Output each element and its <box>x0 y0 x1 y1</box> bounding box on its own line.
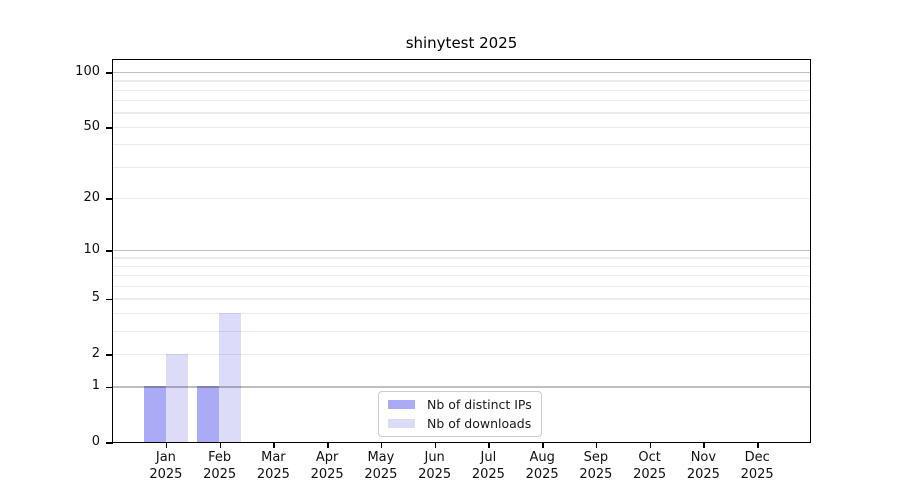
x-axis-tick-label: Aug 2025 <box>512 450 572 483</box>
year-label: 2025 <box>740 466 774 482</box>
month-label: Dec <box>744 450 770 465</box>
x-axis-tick-label: Dec 2025 <box>727 450 787 483</box>
minor-gridline <box>113 257 810 259</box>
y-axis-tick-label: 5 <box>91 290 100 306</box>
major-gridline <box>113 72 810 74</box>
bar-jan-downloads <box>165 353 188 442</box>
minor-gridline <box>113 100 810 102</box>
x-axis-tick-label: Apr 2025 <box>297 450 357 483</box>
x-axis-tick-label: Mar 2025 <box>243 450 303 483</box>
y-axis-tick <box>106 250 113 252</box>
x-axis-tick <box>434 442 437 449</box>
y-axis-tick <box>106 442 113 444</box>
x-axis-tick-label: Feb 2025 <box>190 450 250 483</box>
y-axis-tick <box>106 298 113 301</box>
year-label: 2025 <box>418 466 452 482</box>
y-axis-tick-label: 10 <box>83 241 100 257</box>
month-label: Oct <box>638 450 661 465</box>
x-axis-tick <box>488 442 490 449</box>
x-axis-tick-label: Sep 2025 <box>566 450 626 483</box>
y-axis-tick <box>106 354 113 356</box>
x-axis-tick-label: Jun 2025 <box>405 450 465 483</box>
y-axis-tick <box>106 386 113 389</box>
minor-gridline <box>113 298 810 300</box>
legend-label-distinct-ips: Nb of distinct IPs <box>427 397 532 412</box>
major-gridline <box>113 249 810 251</box>
x-axis-tick <box>380 442 383 449</box>
chart-title: shinytest 2025 <box>405 34 518 52</box>
minor-gridline <box>113 265 810 268</box>
month-label: Nov <box>690 450 717 465</box>
minor-gridline <box>113 197 810 200</box>
year-label: 2025 <box>633 466 667 482</box>
x-axis-tick-label: Jul 2025 <box>458 450 518 483</box>
month-label: Jul <box>480 450 497 465</box>
x-axis-tick <box>542 442 544 449</box>
year-label: 2025 <box>203 466 237 482</box>
y-axis-tick-label: 50 <box>83 118 100 134</box>
year-label: 2025 <box>256 466 290 482</box>
legend-item-downloads: Nb of downloads <box>388 416 532 431</box>
minor-gridline <box>113 275 810 277</box>
year-label: 2025 <box>686 466 720 482</box>
y-axis-tick <box>106 127 113 129</box>
year-label: 2025 <box>471 466 505 482</box>
year-label: 2025 <box>525 466 559 482</box>
y-axis-tick-label: 100 <box>75 63 100 79</box>
x-axis-tick <box>219 442 222 449</box>
minor-gridline <box>113 80 810 82</box>
major-gridline <box>113 386 810 388</box>
year-label: 2025 <box>149 466 183 482</box>
month-label: Aug <box>529 450 555 465</box>
minor-gridline <box>113 166 810 168</box>
month-label: Mar <box>261 450 286 465</box>
x-axis-tick <box>757 442 759 449</box>
month-label: Apr <box>315 450 339 465</box>
month-label: Feb <box>208 450 232 465</box>
x-axis-tick-label: Oct 2025 <box>620 450 680 483</box>
minor-gridline <box>113 285 810 288</box>
y-axis-tick <box>106 72 113 74</box>
plot-area: Nb of distinct IPs Nb of downloads <box>112 59 811 443</box>
year-label: 2025 <box>364 466 398 482</box>
year-label: 2025 <box>310 466 344 482</box>
y-axis-tick-label: 2 <box>91 345 100 361</box>
y-axis-tick-label: 0 <box>91 433 100 449</box>
minor-gridline <box>113 112 810 114</box>
x-axis-tick <box>273 442 275 449</box>
minor-gridline <box>113 312 810 315</box>
month-label: Jun <box>424 450 445 465</box>
bar-jan-ips <box>143 386 166 442</box>
minor-gridline <box>113 330 810 333</box>
legend: Nb of distinct IPs Nb of downloads <box>378 391 542 437</box>
minor-gridline <box>113 126 810 128</box>
year-label: 2025 <box>579 466 613 482</box>
month-label: Jan <box>155 450 176 465</box>
minor-gridline <box>113 144 810 146</box>
x-axis-tick-label: Nov 2025 <box>673 450 733 483</box>
y-axis-tick <box>106 198 113 200</box>
minor-gridline <box>113 89 810 91</box>
month-label: May <box>367 450 395 465</box>
y-axis-tick-label: 1 <box>91 378 100 394</box>
legend-swatch-distinct-ips <box>388 400 415 409</box>
bar-feb-downloads <box>219 312 242 442</box>
legend-label-downloads: Nb of downloads <box>427 416 532 431</box>
x-axis-tick <box>649 442 652 449</box>
x-axis-tick <box>595 442 598 449</box>
x-axis-tick <box>327 442 329 449</box>
x-axis-tick-label: May 2025 <box>351 450 411 483</box>
legend-swatch-downloads <box>388 419 415 428</box>
x-axis-tick <box>703 442 705 449</box>
legend-item-distinct-ips: Nb of distinct IPs <box>388 397 532 412</box>
minor-gridline <box>113 353 810 356</box>
x-axis-tick <box>165 442 168 449</box>
x-axis-tick-label: Jan 2025 <box>136 450 196 483</box>
month-label: Sep <box>583 450 609 465</box>
bar-feb-ips <box>197 386 220 442</box>
y-axis-tick-label: 20 <box>83 189 100 205</box>
